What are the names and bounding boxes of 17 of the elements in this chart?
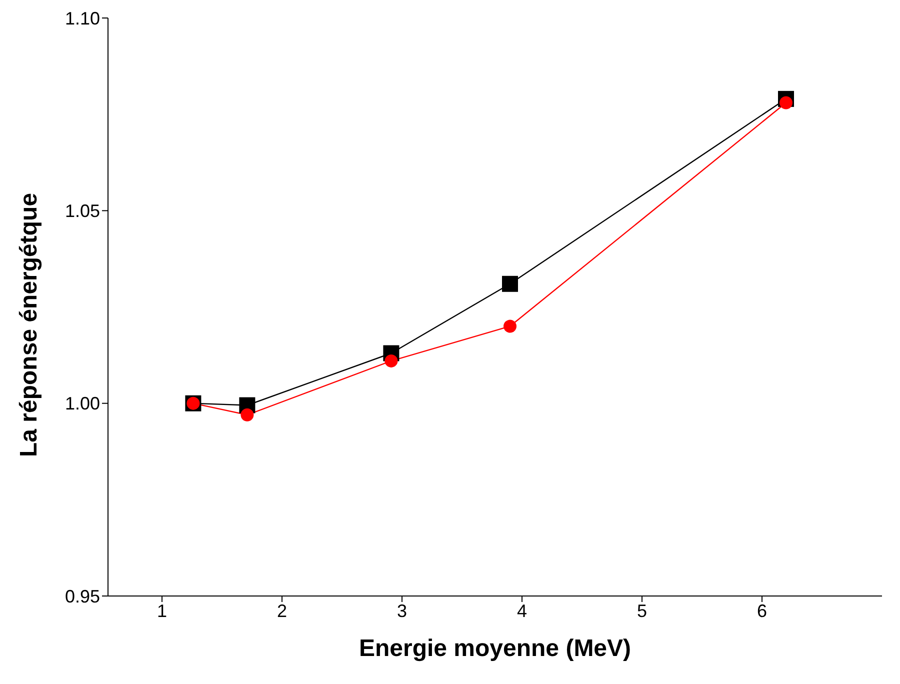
x-tick-label: 3 [396, 600, 408, 621]
point [240, 408, 254, 422]
y-tick-label: 1.00 [64, 394, 100, 414]
x-axis-title: Energie moyenne (MeV) [358, 635, 632, 662]
point [502, 276, 518, 292]
point [780, 96, 792, 110]
x-tick-label: 5 [636, 600, 648, 621]
y-tick-label: 0.95 [64, 586, 100, 606]
y-axis-title: La réponse énergétque [16, 192, 43, 457]
y-tick-label: 1.10 [64, 8, 100, 28]
point [384, 354, 398, 368]
x-tick-label: 2 [276, 600, 288, 621]
x-tick-label: 4 [516, 600, 528, 621]
point [504, 320, 516, 333]
y-tick-label: 1.05 [64, 201, 100, 222]
x-tick-label: 1 [156, 600, 168, 621]
x-tick-label: 6 [756, 600, 768, 621]
